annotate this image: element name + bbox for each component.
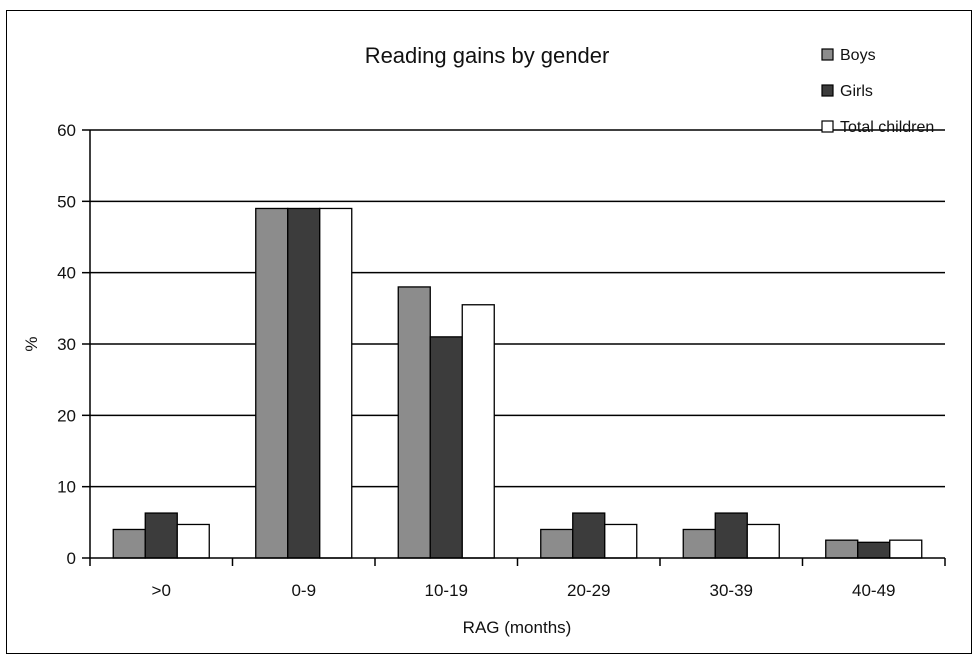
bar-boys — [112, 528, 146, 559]
y-tick-label: 20 — [57, 406, 76, 425]
x-axis-label: RAG (months) — [463, 618, 572, 637]
bar-boys — [397, 286, 431, 559]
bar-total-children — [889, 539, 923, 559]
legend-label: Total children — [840, 119, 934, 136]
y-tick-label: 60 — [57, 121, 76, 140]
bar-total-children — [176, 523, 210, 559]
x-tick-label: >0 — [152, 581, 171, 600]
chart-title: Reading gains by gender — [365, 43, 610, 68]
bar-total-children — [461, 304, 495, 559]
x-tick-label: 20-29 — [567, 581, 610, 600]
y-tick-labels: 0 10 20 30 40 50 60 — [57, 121, 76, 568]
bar-girls — [429, 336, 463, 559]
y-tick-label: 40 — [57, 264, 76, 283]
bar-girls — [857, 541, 891, 559]
bar-girls — [287, 207, 321, 559]
x-tick-label: 40-49 — [852, 581, 895, 600]
bar-total-children — [746, 523, 780, 559]
y-tick-label: 0 — [67, 549, 76, 568]
x-tick-labels: >0 0-9 10-19 20-29 30-39 40-49 — [152, 581, 896, 600]
y-tick-label: 30 — [57, 335, 76, 354]
bar-boys — [682, 528, 716, 559]
y-tick-label: 50 — [57, 192, 76, 211]
x-tick-label: 10-19 — [425, 581, 468, 600]
gridlines — [82, 129, 945, 559]
y-axis-label: % — [22, 336, 41, 351]
bar-total-children — [604, 523, 638, 559]
bar-girls — [144, 512, 178, 559]
bar-boys — [540, 528, 574, 559]
y-tick-label: 10 — [57, 478, 76, 497]
legend: Boys Girls Total children — [821, 47, 934, 136]
legend-swatch — [821, 48, 834, 61]
bar-girls — [572, 512, 606, 559]
legend-swatch — [821, 84, 834, 97]
legend-swatch — [821, 120, 834, 133]
bar-boys — [255, 207, 289, 559]
x-tick-label: 0-9 — [291, 581, 316, 600]
x-tick-label: 30-39 — [710, 581, 753, 600]
bar-total-children — [319, 207, 353, 559]
bar-boys — [825, 539, 859, 559]
axes — [89, 130, 945, 559]
legend-label: Boys — [840, 47, 876, 64]
bar-girls — [714, 512, 748, 559]
legend-label: Girls — [840, 83, 873, 100]
bars — [89, 207, 946, 566]
